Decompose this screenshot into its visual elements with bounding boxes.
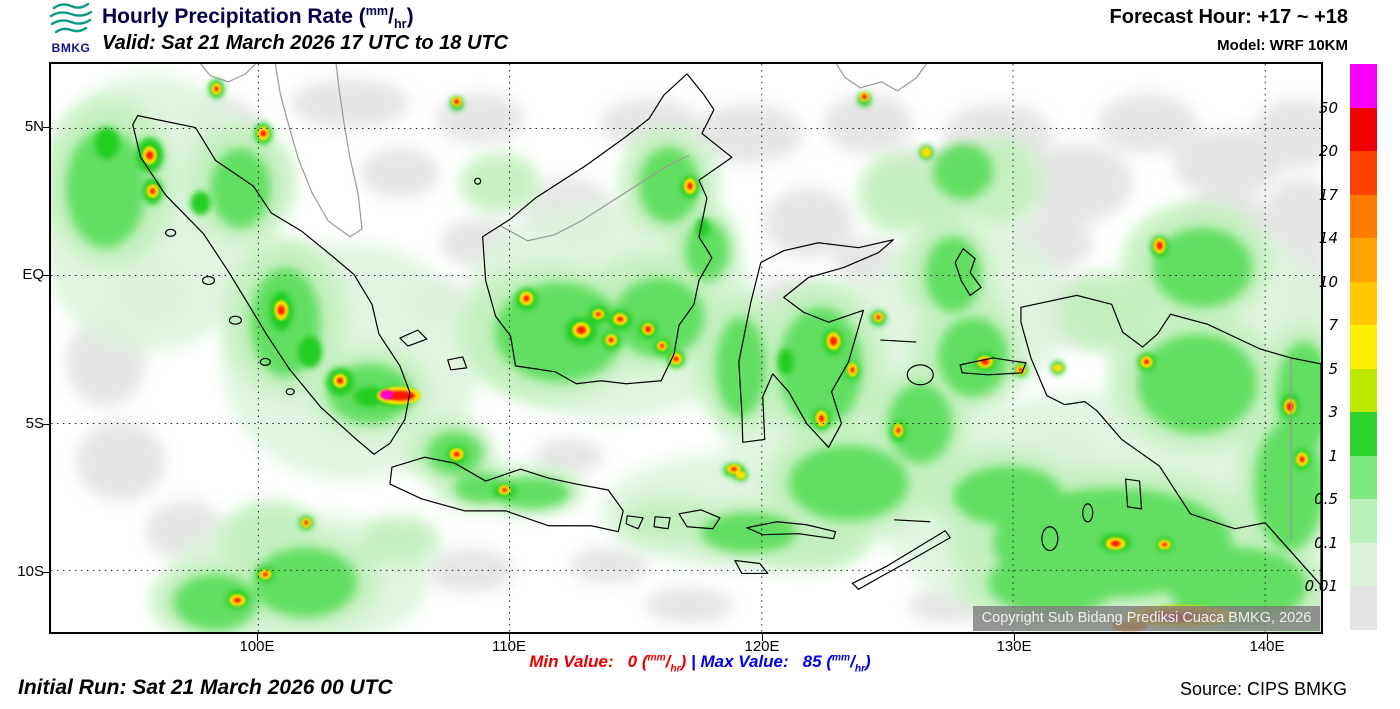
axis-tick [509,634,510,641]
min-value: 0 [627,652,638,671]
axis-tick [43,127,50,128]
legend-value: 5 [1328,359,1338,378]
forecast-hour-label: Forecast Hour: +17 ~ +18 [1109,6,1348,28]
precipitation-map [51,64,1321,632]
legend-segment [1350,586,1377,630]
axis-tick [43,572,50,573]
legend-segment [1350,194,1377,239]
legend-segment [1350,64,1377,108]
legend-value: 10 [1318,272,1338,291]
axis-tick [1267,634,1268,641]
legend-segment [1350,455,1377,500]
axis-tick [43,424,50,425]
bmkg-waves-icon [49,2,93,34]
legend-segment [1350,151,1377,195]
legend-value: 3 [1328,403,1338,422]
lat-label-eq: EQ [22,266,44,283]
legend-segment [1350,107,1377,152]
model-label: Model: WRF 10KM [1217,37,1348,54]
lat-label-10s: 10S [17,563,44,580]
legend-value: 1 [1328,446,1338,465]
page-title: Hourly Precipitation Rate (mm/hr) [102,4,414,32]
gridlines [51,64,1321,632]
legend-value: 17 [1318,185,1338,204]
min-value-label: Min Value: [529,652,614,671]
max-unit: (mm/hr) [826,652,871,675]
legend-labels: 50 20 17 14 10 7 5 3 1 0.5 0.1 0.01 [1292,64,1344,630]
legend-color-bar [1350,64,1377,630]
source-label: Source: CIPS BMKG [1179,679,1347,699]
legend-segment [1350,412,1377,456]
coastlines [132,73,1321,590]
max-value: 85 [802,652,822,671]
lat-label-5n: 5N [24,118,44,135]
title-unit: (mm/hr) [358,4,414,32]
foreign-coastlines [200,64,1292,541]
axis-tick [43,275,50,276]
legend-value: 0.01 [1304,577,1338,596]
max-value-label: Max Value: [700,652,789,671]
legend-segment [1350,281,1377,326]
copyright-watermark: Copyright Sub Bidang Prediksi Cuaca BMKG… [973,606,1320,631]
lon-label-120e: 120E [744,638,780,655]
legend-segment [1350,499,1377,543]
legend-segment [1350,325,1377,369]
legend-value: 50 [1318,98,1338,117]
min-unit: (mm/hr) [641,652,687,675]
initial-run-label: Initial Run: Sat 21 March 2026 00 UTC [18,676,393,699]
legend-value: 0.5 [1314,490,1338,509]
bmkg-logo: BMKG [44,2,98,55]
map-frame: Copyright Sub Bidang Prediksi Cuaca BMKG… [49,62,1323,634]
lon-label-110e: 110E [492,638,526,655]
lon-label-140e: 140E [1249,638,1285,655]
bmkg-logo-label: BMKG [51,41,91,55]
legend-value: 14 [1318,229,1338,248]
lat-label-5s: 5S [25,415,44,432]
axis-tick [257,634,258,641]
axis-tick [762,634,763,641]
lon-label-100e: 100E [239,638,275,655]
minmax-line: Min Value: 0 (mm/hr) | Max Value: 85 (mm/h… [0,652,1400,674]
valid-time-label: Valid: Sat 21 March 2026 17 UTC to 18 UT… [102,32,509,54]
lon-label-130e: 130E [996,638,1032,655]
minmax-separator: | [690,652,696,671]
axis-tick [1014,634,1015,641]
legend-value: 0.1 [1314,533,1338,552]
legend-segment [1350,542,1377,587]
legend-value: 7 [1328,316,1338,335]
legend-value: 20 [1318,142,1338,161]
legend-segment [1350,238,1377,282]
legend-segment [1350,368,1377,413]
